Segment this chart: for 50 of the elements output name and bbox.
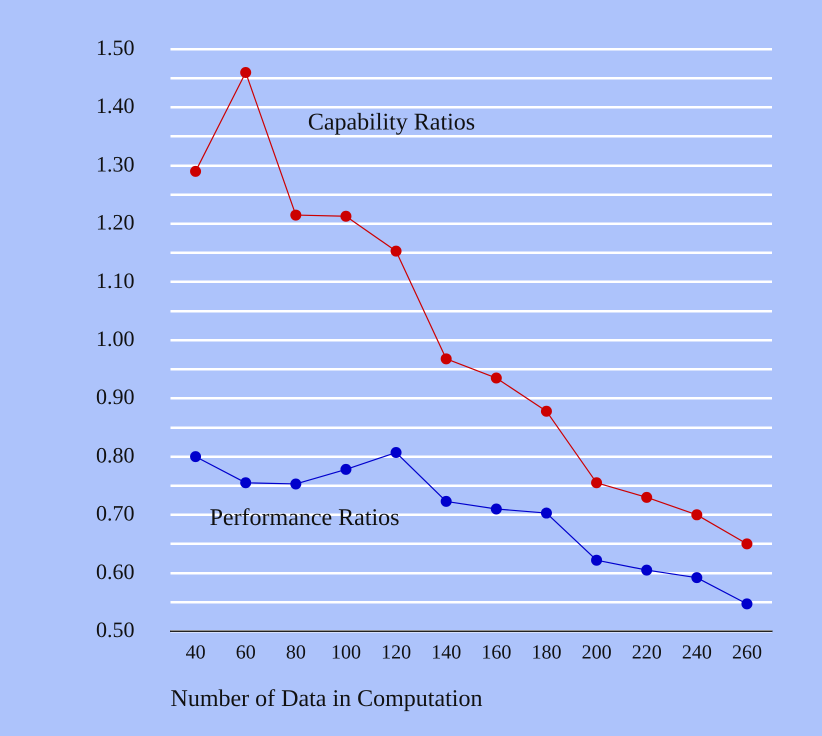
point (741, 598, 752, 610)
x-tick-label: 240 (682, 641, 712, 664)
point (691, 572, 702, 584)
x-tick-label: 100 (330, 641, 361, 664)
x-tick-label: 60 (236, 641, 256, 664)
x-tick-label: 200 (582, 641, 612, 664)
point (440, 496, 452, 507)
point (540, 508, 552, 519)
point (290, 478, 302, 490)
y-tick-label: 1.40 (96, 93, 134, 118)
x-tick-label: 40 (186, 641, 206, 664)
series-label: Performance Ratios (210, 504, 400, 531)
point (490, 372, 502, 384)
point (290, 210, 302, 221)
point (641, 492, 652, 503)
y-tick-label: 1.00 (96, 326, 134, 351)
point (540, 406, 552, 417)
point (741, 538, 752, 550)
point (490, 503, 502, 514)
y-tick-label: 1.20 (96, 210, 134, 235)
x-tick-label: 220 (632, 641, 662, 664)
x-tick-label: 160 (481, 641, 512, 664)
y-tick-label: 0.60 (96, 558, 134, 584)
point (691, 509, 702, 520)
point (440, 353, 452, 364)
y-tick-label: 1.10 (96, 268, 134, 293)
y-tick-label: 1.50 (96, 34, 134, 60)
point (190, 166, 202, 177)
x-tick-label: 180 (531, 641, 562, 664)
series-label: Capability Ratios (308, 109, 476, 136)
x-tick-label: 80 (286, 641, 306, 664)
point (190, 451, 202, 462)
point (340, 210, 352, 222)
point (340, 464, 352, 475)
point (240, 477, 252, 488)
y-tick-label: 0.70 (96, 500, 134, 526)
x-axis-title: Number of Data in Computation (170, 686, 482, 712)
y-tick-label: 0.50 (96, 616, 134, 642)
y-tick-label: 0.90 (96, 384, 134, 410)
x-tick-label: 120 (381, 641, 412, 664)
x-tick-label: 260 (732, 641, 762, 664)
x-tick-label: 140 (431, 641, 462, 664)
point (641, 564, 652, 576)
point (390, 246, 402, 257)
point (240, 66, 252, 78)
y-tick-label: 0.80 (96, 442, 134, 468)
point (591, 477, 602, 488)
point (591, 554, 602, 566)
point (390, 447, 402, 458)
y-tick-label: 1.30 (96, 151, 134, 176)
